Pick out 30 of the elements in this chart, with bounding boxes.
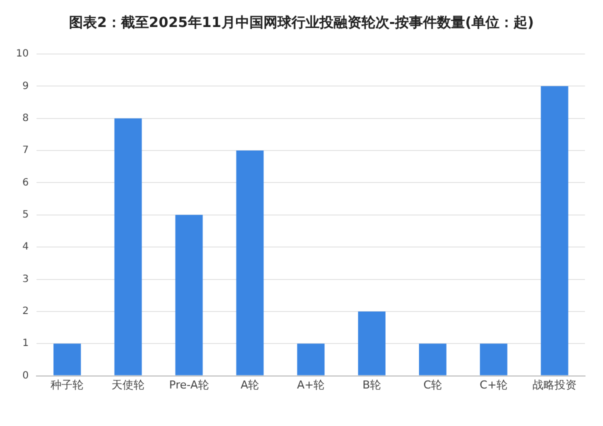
x-tick-label: C轮 bbox=[423, 378, 442, 392]
y-tick-label: 9 bbox=[22, 80, 29, 92]
bar bbox=[297, 344, 325, 376]
y-tick-label: 0 bbox=[22, 370, 29, 382]
x-tick-label: A+轮 bbox=[296, 378, 325, 392]
bar bbox=[175, 214, 203, 376]
chart-title: 图表2：截至2025年11月中国网球行业投融资轮次-按事件数量(单位：起) bbox=[68, 14, 535, 33]
bar bbox=[540, 86, 568, 376]
x-tick-label: 种子轮 bbox=[50, 378, 84, 392]
x-tick-label: A轮 bbox=[240, 378, 260, 392]
bar bbox=[114, 118, 142, 376]
y-tick-label: 1 bbox=[22, 338, 29, 350]
x-tick-label: 天使轮 bbox=[112, 378, 145, 392]
y-tick-label: 5 bbox=[22, 209, 29, 220]
x-tick-label: B轮 bbox=[362, 378, 382, 392]
x-tick-label: Pre-A轮 bbox=[169, 378, 209, 392]
bar bbox=[236, 150, 264, 376]
y-tick-label: 6 bbox=[22, 177, 29, 188]
y-tick-label: 3 bbox=[22, 274, 29, 285]
x-tick-label: C+轮 bbox=[480, 378, 508, 392]
bar bbox=[53, 344, 81, 376]
bar bbox=[418, 344, 446, 376]
y-tick-label: 2 bbox=[22, 306, 29, 318]
bar bbox=[480, 344, 508, 376]
y-tick-label: 7 bbox=[22, 145, 29, 156]
y-tick-label: 10 bbox=[16, 48, 29, 60]
bar bbox=[358, 311, 386, 376]
y-tick-label: 4 bbox=[22, 242, 29, 253]
x-tick-label: 战略投资 bbox=[532, 378, 577, 392]
y-tick-label: 8 bbox=[22, 112, 29, 124]
